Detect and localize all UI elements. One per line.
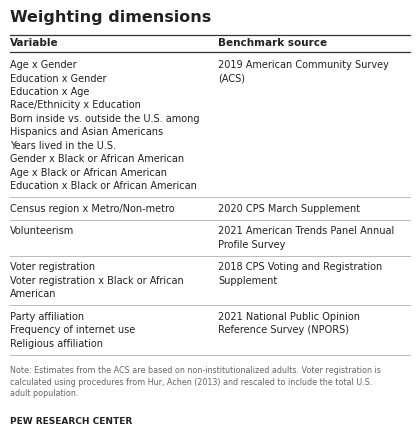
Text: Profile Survey: Profile Survey [218,240,285,249]
Text: Race/Ethnicity x Education: Race/Ethnicity x Education [10,100,141,110]
Text: Frequency of internet use: Frequency of internet use [10,325,135,335]
Text: Gender x Black or African American: Gender x Black or African American [10,154,184,164]
Text: PEW RESEARCH CENTER: PEW RESEARCH CENTER [10,416,132,425]
Text: Census region x Metro/Non-metro: Census region x Metro/Non-metro [10,203,175,214]
Text: Supplement: Supplement [218,275,277,286]
Text: Party affiliation: Party affiliation [10,311,84,321]
Text: Weighting dimensions: Weighting dimensions [10,10,211,25]
Text: 2020 CPS March Supplement: 2020 CPS March Supplement [218,203,360,214]
Text: Years lived in the U.S.: Years lived in the U.S. [10,141,116,150]
Text: Benchmark source: Benchmark source [218,38,327,48]
Text: 2018 CPS Voting and Registration: 2018 CPS Voting and Registration [218,262,382,272]
Text: Voter registration: Voter registration [10,262,95,272]
Text: 2021 American Trends Panel Annual: 2021 American Trends Panel Annual [218,226,394,236]
Text: Education x Gender: Education x Gender [10,74,107,83]
Text: Born inside vs. outside the U.S. among
Hispanics and Asian Americans: Born inside vs. outside the U.S. among H… [10,114,200,136]
Text: Religious affiliation: Religious affiliation [10,338,103,348]
Text: Variable: Variable [10,38,59,48]
Text: Volunteerism: Volunteerism [10,226,74,236]
Text: Reference Survey (NPORS): Reference Survey (NPORS) [218,325,349,335]
Text: Education x Black or African American: Education x Black or African American [10,181,197,191]
Text: 2021 National Public Opinion: 2021 National Public Opinion [218,311,360,321]
Text: Education x Age: Education x Age [10,87,89,97]
Text: Voter registration x Black or African
American: Voter registration x Black or African Am… [10,275,184,298]
Text: Age x Black or African American: Age x Black or African American [10,168,167,178]
Text: Note: Estimates from the ACS are based on non-institutionalized adults. Voter re: Note: Estimates from the ACS are based o… [10,366,381,397]
Text: 2019 American Community Survey: 2019 American Community Survey [218,60,389,70]
Text: Age x Gender: Age x Gender [10,60,76,70]
Text: (ACS): (ACS) [218,74,245,83]
